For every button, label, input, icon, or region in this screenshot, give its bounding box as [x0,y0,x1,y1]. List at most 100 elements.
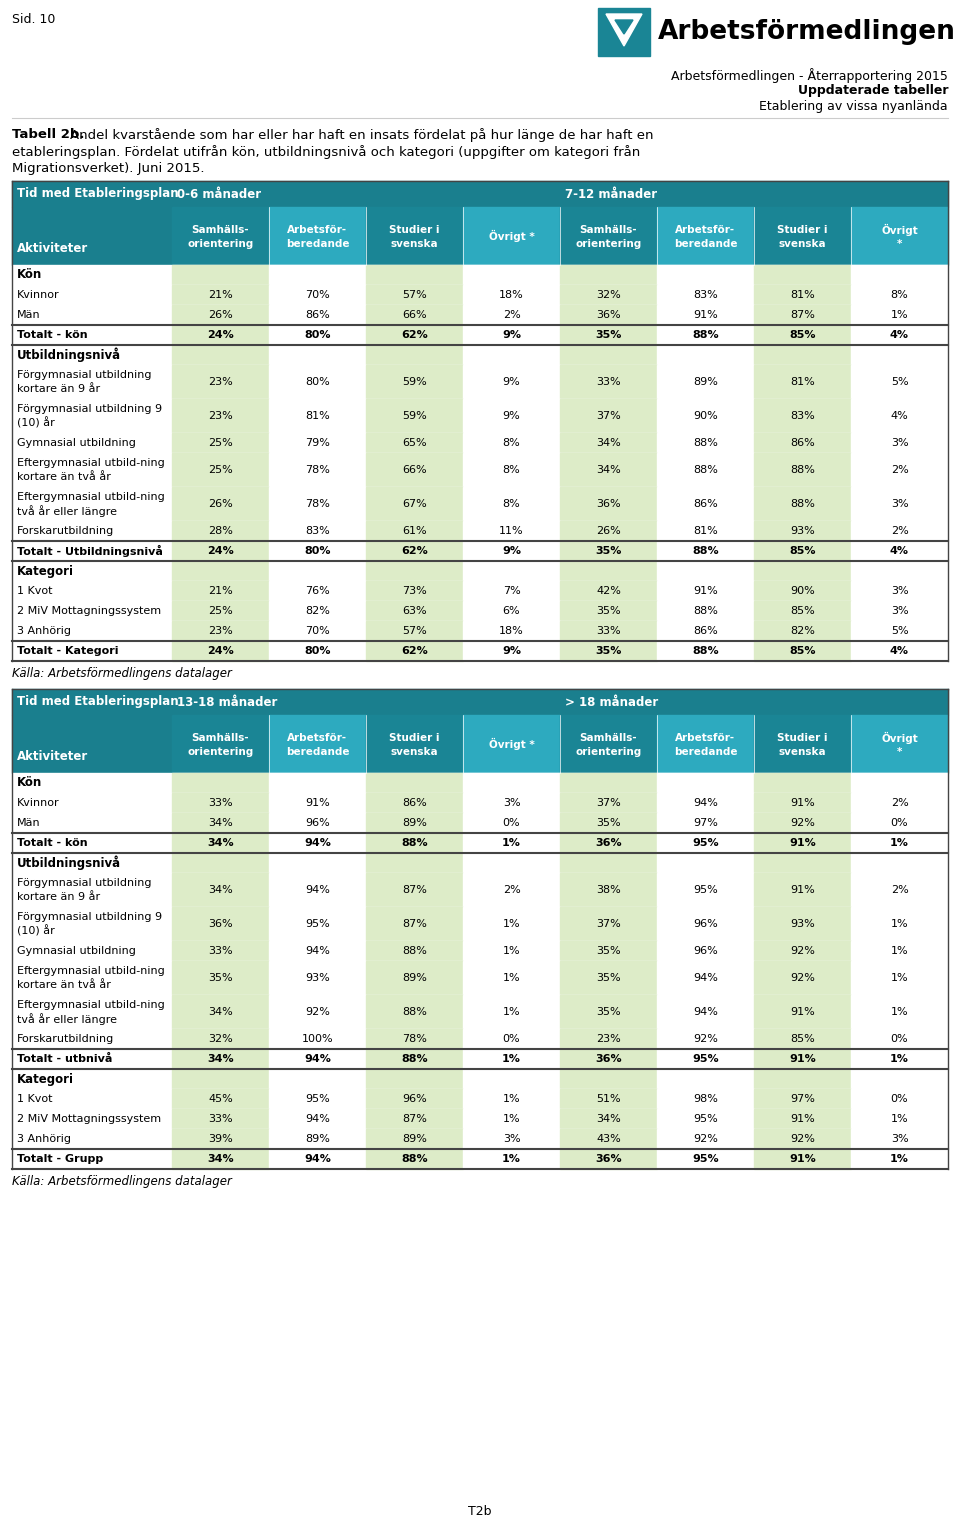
Bar [754,1089,851,1109]
Text: 32%: 32% [208,1034,233,1044]
Text: Eftergymnasial utbild-ning: Eftergymnasial utbild-ning [17,492,165,502]
Text: Övrigt: Övrigt [881,224,918,237]
Bar [851,521,948,541]
Text: 26%: 26% [208,499,233,508]
Bar [657,561,754,581]
Text: 79%: 79% [305,438,330,449]
Text: 35%: 35% [596,1008,621,1017]
Text: Arbetsförmedlingen - Återrapportering 2015: Arbetsförmedlingen - Återrapportering 20… [671,68,948,83]
Text: 34%: 34% [207,1054,234,1064]
Bar [366,714,463,773]
Bar [754,1069,851,1089]
Text: 94%: 94% [305,1114,330,1124]
Text: 1%: 1% [503,1114,520,1124]
Text: 95%: 95% [692,839,719,848]
Text: 0%: 0% [503,819,520,828]
Bar [560,833,657,852]
Text: 92%: 92% [693,1034,718,1044]
Bar [366,487,463,521]
Text: beredande: beredande [286,240,349,249]
Bar [12,1029,948,1049]
Bar [463,581,560,601]
Text: 35%: 35% [596,972,621,983]
Text: 86%: 86% [790,438,815,449]
Text: 28%: 28% [208,525,233,536]
Bar [657,433,754,453]
Bar [172,852,269,872]
Text: 88%: 88% [402,1008,427,1017]
Text: 88%: 88% [692,647,719,656]
Bar [560,1129,657,1149]
Text: 1%: 1% [891,310,908,319]
Bar [754,487,851,521]
Text: 33%: 33% [208,799,233,808]
Bar [560,581,657,601]
Text: 81%: 81% [693,525,718,536]
Text: 93%: 93% [790,525,815,536]
Text: 67%: 67% [402,499,427,508]
Text: 35%: 35% [595,330,622,339]
Text: 2%: 2% [503,310,520,319]
Text: 35%: 35% [596,946,621,955]
Bar [851,453,948,487]
Text: 18%: 18% [499,627,524,636]
Text: Arbetsför-: Arbetsför- [676,224,735,235]
Bar [754,1129,851,1149]
Text: 59%: 59% [402,376,427,387]
Text: beredande: beredande [674,746,737,757]
Bar [172,1069,269,1089]
Bar [366,906,463,942]
Text: Andel kvarstående som har eller har haft en insats fördelat på hur länge de har : Andel kvarstående som har eller har haft… [70,127,654,141]
Bar [560,1089,657,1109]
Text: 38%: 38% [596,885,621,895]
Bar [12,326,948,346]
Bar [269,521,366,541]
Text: Arbetsförmedlingen: Arbetsförmedlingen [658,18,956,45]
Bar [754,581,851,601]
Bar [366,366,463,399]
Bar [172,286,269,306]
Text: 78%: 78% [305,465,330,475]
Text: Förgymnasial utbildning: Förgymnasial utbildning [17,879,152,888]
Text: 4%: 4% [890,330,909,339]
Bar [463,813,560,833]
Text: Migrationsverket). Juni 2015.: Migrationsverket). Juni 2015. [12,161,204,175]
Bar [560,1029,657,1049]
Text: 83%: 83% [790,412,815,421]
Text: 18%: 18% [499,290,524,300]
Text: 33%: 33% [208,1114,233,1124]
Text: 80%: 80% [305,376,330,387]
Text: 1%: 1% [502,839,521,848]
Bar [12,906,948,942]
Text: 83%: 83% [693,290,718,300]
Text: 62%: 62% [401,330,428,339]
Text: Totalt - utbnivå: Totalt - utbnivå [17,1054,112,1064]
Text: 3 Anhörig: 3 Anhörig [17,627,71,636]
Text: 81%: 81% [790,290,815,300]
Bar [560,433,657,453]
Bar [12,1109,948,1129]
Bar [366,266,463,286]
Text: 2%: 2% [891,525,908,536]
Bar [12,1089,948,1109]
Text: Kvinnor: Kvinnor [17,290,60,300]
Bar [754,714,851,773]
Text: Totalt - kön: Totalt - kön [17,330,87,339]
Bar [463,793,560,813]
Text: 51%: 51% [596,1094,621,1104]
Bar [463,1109,560,1129]
Bar [366,793,463,813]
Bar [12,813,948,833]
Bar [172,813,269,833]
Text: 91%: 91% [790,1008,815,1017]
Bar [172,1109,269,1129]
Text: 66%: 66% [402,465,427,475]
Text: T2b: T2b [468,1505,492,1518]
Bar [172,1049,269,1069]
Text: etableringsplan. Fördelat utifrån kön, utbildningsnivå och kategori (uppgifter o: etableringsplan. Fördelat utifrån kön, u… [12,144,640,158]
Bar [463,1029,560,1049]
Bar [657,641,754,660]
Text: 11%: 11% [499,525,524,536]
Bar [463,906,560,942]
Text: 1%: 1% [891,1008,908,1017]
